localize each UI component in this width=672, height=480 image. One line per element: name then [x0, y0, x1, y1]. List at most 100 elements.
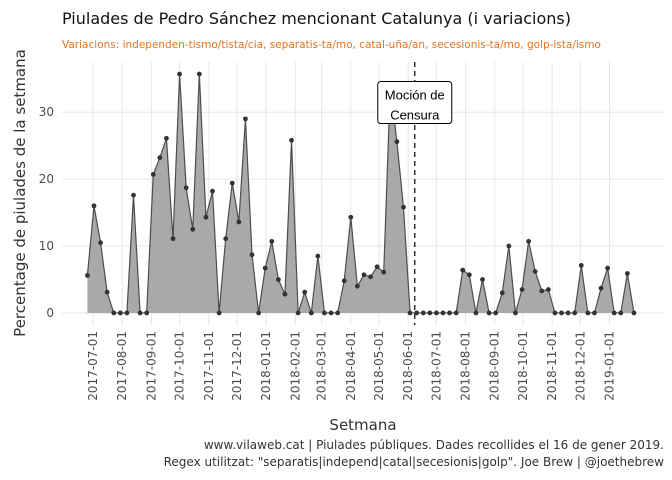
x-tick-label: 2019-01-01: [602, 331, 616, 401]
point: [98, 240, 103, 246]
point: [592, 310, 597, 316]
x-tick-label: 2017-07-01: [86, 331, 100, 401]
point: [414, 310, 420, 316]
point: [196, 71, 202, 77]
point: [480, 277, 485, 282]
point: [526, 238, 531, 244]
caption: www.vilaweb.cat | Piulades públiques. Da…: [204, 438, 664, 452]
point: [394, 139, 400, 145]
chart-subtitle: Variacions: independen-tismo/tista/cia, …: [62, 39, 601, 51]
x-tick-label: 2017-10-01: [173, 331, 187, 401]
point: [493, 310, 499, 316]
point: [144, 310, 150, 316]
point: [282, 291, 288, 297]
point: [348, 214, 354, 220]
x-tick-label: 2018-11-01: [545, 331, 559, 401]
point: [513, 310, 518, 316]
caption: Regex utilitzat: "separatis|independ|cat…: [164, 455, 665, 469]
point: [223, 236, 229, 242]
point: [631, 310, 637, 316]
point: [328, 310, 334, 316]
point: [302, 289, 308, 295]
annotation-text: Moción de: [385, 87, 445, 102]
point: [618, 310, 624, 316]
point: [598, 285, 604, 291]
annotation-text: Censura: [390, 107, 440, 122]
point: [473, 310, 479, 316]
y-tick-label: 0: [46, 306, 54, 320]
x-tick-label: 2018-06-01: [401, 331, 415, 401]
x-tick-label: 2018-12-01: [573, 331, 587, 401]
x-tick-label: 2018-02-01: [288, 331, 302, 401]
x-tick-label: 2017-11-01: [202, 331, 216, 401]
point: [216, 310, 222, 316]
annotation-box: [377, 80, 453, 124]
point: [335, 310, 341, 316]
point: [275, 277, 281, 282]
point: [532, 269, 538, 274]
point: [447, 310, 452, 316]
point: [203, 214, 209, 220]
point: [164, 135, 169, 141]
point: [124, 310, 130, 316]
point: [605, 265, 611, 271]
point: [440, 310, 446, 316]
point: [519, 287, 525, 292]
point: [539, 288, 545, 294]
point: [499, 290, 505, 296]
point: [295, 310, 301, 316]
point: [84, 273, 90, 278]
point: [111, 310, 117, 316]
point: [585, 310, 591, 316]
x-tick-label: 2018-09-01: [488, 331, 502, 401]
point: [427, 310, 433, 316]
x-tick-label: 2017-12-01: [230, 331, 244, 401]
point: [381, 269, 387, 275]
point: [354, 283, 360, 289]
point: [315, 253, 321, 259]
area: [87, 74, 634, 313]
point: [91, 203, 97, 209]
x-tick-label: 2017-08-01: [115, 331, 129, 401]
point: [572, 310, 578, 316]
point: [565, 310, 571, 316]
y-tick-label: 30: [39, 105, 54, 119]
point: [407, 310, 413, 316]
point: [341, 278, 347, 284]
point: [131, 192, 136, 198]
point: [552, 310, 558, 316]
point: [170, 236, 176, 242]
annotation: Moción de Censura: [377, 80, 453, 124]
point: [236, 219, 242, 225]
point: [460, 267, 466, 273]
y-tick-label: 10: [39, 239, 54, 253]
point: [506, 243, 512, 249]
point: [420, 310, 426, 316]
point: [243, 116, 248, 122]
y-tick-label: 20: [39, 172, 54, 186]
x-tick-label: 2018-03-01: [315, 331, 329, 401]
point: [177, 71, 182, 77]
point: [229, 180, 235, 186]
x-tick-label: 2017-09-01: [144, 331, 158, 401]
x-tick-label: 2018-08-01: [459, 331, 473, 401]
point: [322, 310, 327, 316]
point: [545, 287, 551, 292]
x-tick-label: 2018-04-01: [344, 331, 358, 401]
point: [434, 310, 439, 316]
x-tick-label: 2018-05-01: [372, 331, 386, 401]
point: [578, 263, 584, 268]
point: [559, 310, 564, 316]
point: [466, 272, 472, 278]
x-tick-label: 2018-01-01: [259, 331, 273, 401]
x-axis-title: Setmana: [329, 416, 396, 434]
point: [611, 310, 617, 316]
point: [256, 310, 262, 316]
x-tick-label: 2018-10-01: [516, 331, 530, 401]
point: [401, 204, 406, 210]
point: [137, 310, 143, 316]
point: [453, 310, 459, 316]
point: [117, 310, 123, 316]
chart-title: Piulades de Pedro Sánchez mencionant Cat…: [62, 9, 571, 28]
